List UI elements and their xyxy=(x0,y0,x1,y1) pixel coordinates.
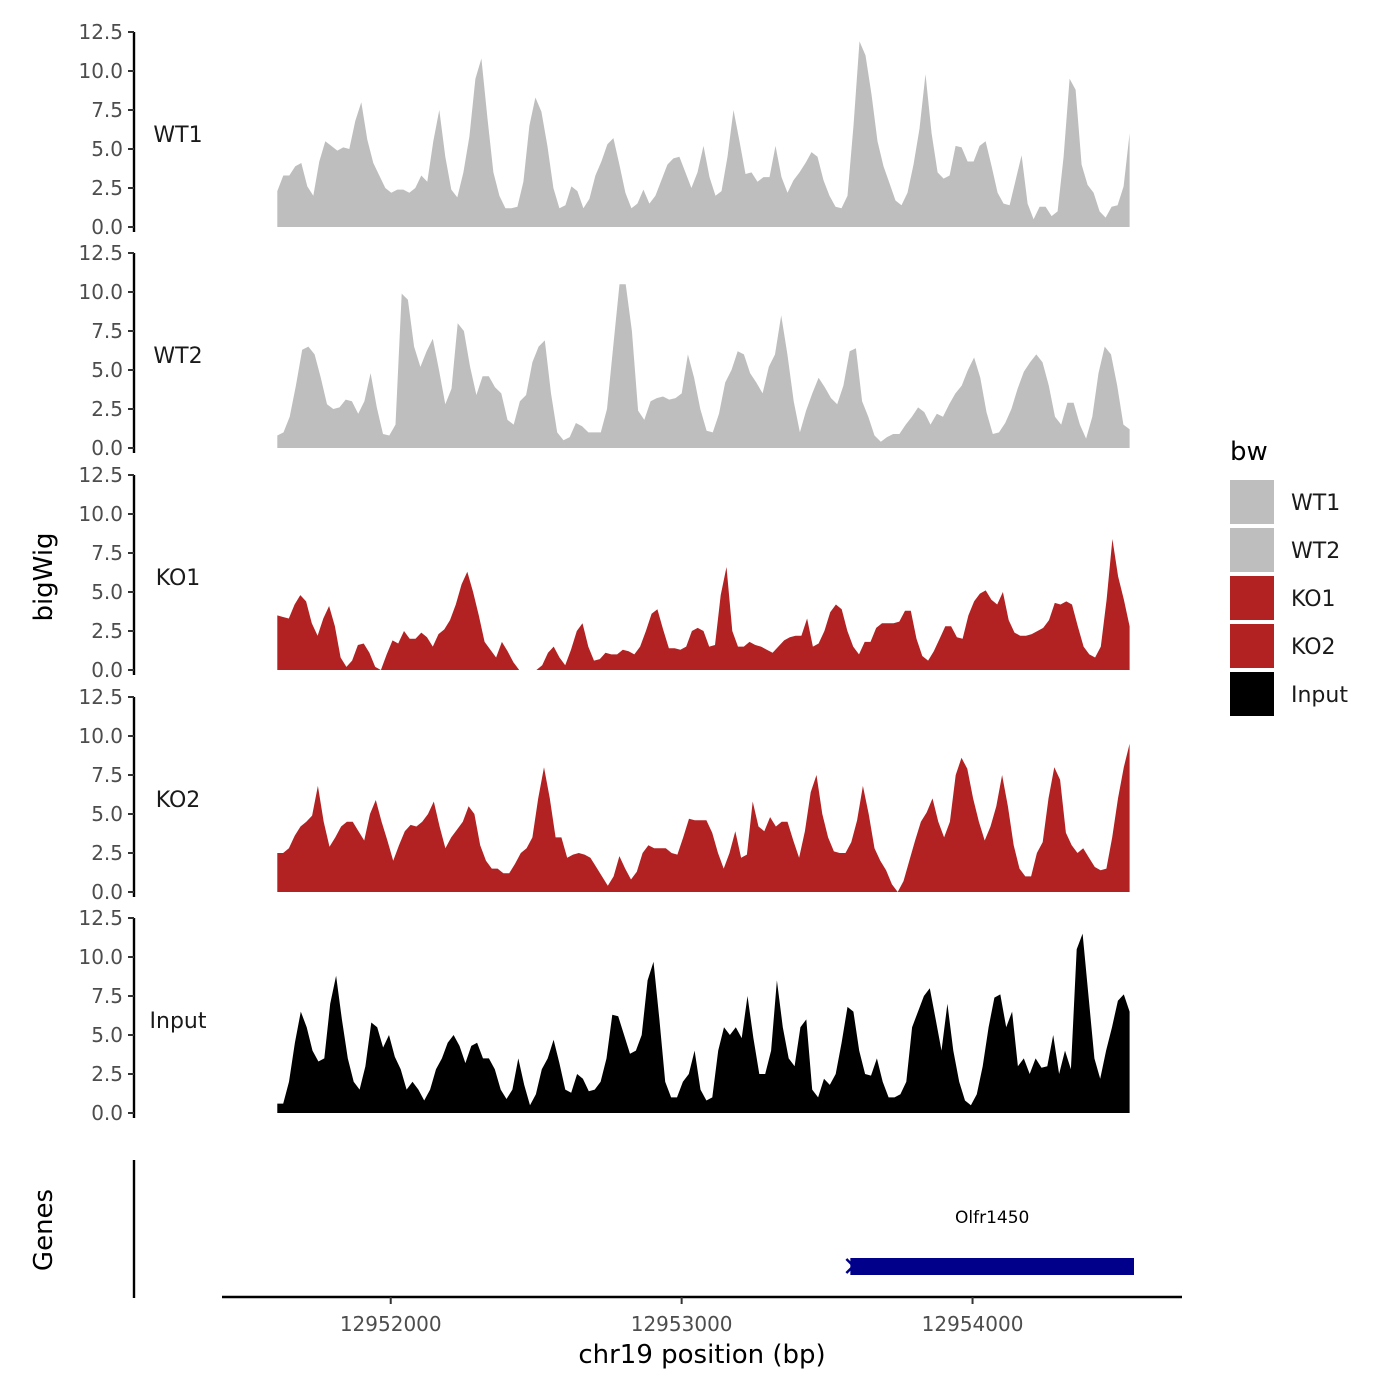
y-axis-title: bigWig xyxy=(29,532,59,621)
legend: WT1 WT2 KO1 KO2 Input xyxy=(1230,480,1348,716)
legend-title: bw xyxy=(1230,437,1268,467)
legend-swatch xyxy=(1230,624,1274,668)
y-tick-label: 5.0 xyxy=(91,580,123,604)
y-tick-label: 5.0 xyxy=(91,1023,123,1047)
y-tick-label: 5.0 xyxy=(91,358,123,382)
track-label-input: Input xyxy=(150,1009,207,1034)
y-tick-label: 5.0 xyxy=(91,802,123,826)
track-label-wt2: WT2 xyxy=(153,344,202,369)
y-tick-label: 2.5 xyxy=(91,619,123,643)
gene-label-olfr1450: Olfr1450 xyxy=(955,1208,1029,1228)
legend-label: WT2 xyxy=(1291,539,1340,564)
y-tick-label: 10.0 xyxy=(78,945,123,969)
legend-label: WT1 xyxy=(1291,491,1340,516)
legend-item-wt2: WT2 xyxy=(1230,528,1340,572)
legend-item-input: Input xyxy=(1230,672,1348,716)
track-area-ko2-0 xyxy=(277,743,1130,892)
y-tick-label: 12.5 xyxy=(78,685,123,709)
x-axis: 12952000 12953000 12954000 xyxy=(222,1295,1182,1336)
y-tick-label: 7.5 xyxy=(91,541,123,565)
track-label-wt1: WT1 xyxy=(153,123,202,148)
y-tick-label: 12.5 xyxy=(78,241,123,265)
y-tick-label: 0.0 xyxy=(91,658,123,682)
y-tick-label: 12.5 xyxy=(78,906,123,930)
track-ko2: 0.0 2.5 5.0 7.5 10.0 12.5 KO2 xyxy=(78,685,1130,904)
legend-item-ko2: KO2 xyxy=(1230,624,1336,668)
y-tick-label: 0.0 xyxy=(91,1101,123,1125)
track-input: 0.0 2.5 5.0 7.5 10.0 12.5 Input xyxy=(78,906,1130,1125)
track-area-input-0 xyxy=(277,933,1130,1113)
y-tick-label: 5.0 xyxy=(91,137,123,161)
y-tick-label: 7.5 xyxy=(91,984,123,1008)
y-tick-label: 2.5 xyxy=(91,397,123,421)
y-tick-label: 10.0 xyxy=(78,280,123,304)
track-area-ko1-1 xyxy=(536,539,1130,670)
y-tick-label: 0.0 xyxy=(91,215,123,239)
y-tick-label: 7.5 xyxy=(91,319,123,343)
legend-item-wt1: WT1 xyxy=(1230,480,1340,524)
legend-label: KO1 xyxy=(1291,587,1336,612)
track-label-ko2: KO2 xyxy=(156,788,201,813)
y-tick-label: 10.0 xyxy=(78,59,123,83)
y-tick-label: 0.0 xyxy=(91,880,123,904)
track-wt2: 0.0 2.5 5.0 7.5 10.0 12.5 WT2 xyxy=(78,241,1130,460)
legend-swatch xyxy=(1230,672,1274,716)
y-tick-label: 12.5 xyxy=(78,463,123,487)
legend-swatch xyxy=(1230,576,1274,620)
y-tick-label: 7.5 xyxy=(91,98,123,122)
x-tick-label: 12953000 xyxy=(631,1312,733,1336)
y-tick-label: 10.0 xyxy=(78,724,123,748)
gene-body-olfr1450 xyxy=(850,1258,1134,1275)
y-tick-label: 2.5 xyxy=(91,176,123,200)
legend-label: KO2 xyxy=(1291,635,1336,660)
track-area-wt2-0 xyxy=(277,284,1130,448)
legend-label: Input xyxy=(1291,683,1348,708)
y-tick-label: 0.0 xyxy=(91,436,123,460)
gene-strand-arrow xyxy=(845,1258,856,1274)
track-label-ko1: KO1 xyxy=(156,566,201,591)
track-ko1: 0.0 2.5 5.0 7.5 10.0 12.5 KO1 xyxy=(78,463,1130,682)
x-tick-label: 12954000 xyxy=(922,1312,1024,1336)
y-tick-label: 2.5 xyxy=(91,841,123,865)
y-tick-label: 10.0 xyxy=(78,502,123,526)
x-tick-label: 12952000 xyxy=(340,1312,442,1336)
genes-panel: Olfr1450 xyxy=(132,1160,1134,1298)
y-tick-label: 12.5 xyxy=(78,20,123,44)
legend-swatch xyxy=(1230,528,1274,572)
y-tick-label: 2.5 xyxy=(91,1062,123,1086)
y-tick-label: 7.5 xyxy=(91,763,123,787)
bigwig-tracks: 0.0 2.5 5.0 7.5 10.0 12.5 WT1 0.0 2.5 5.0 7.5 10.0 1… xyxy=(78,20,1130,1125)
legend-swatch xyxy=(1230,480,1274,524)
genes-axis-title: Genes xyxy=(29,1189,59,1271)
track-wt1: 0.0 2.5 5.0 7.5 10.0 12.5 WT1 xyxy=(78,20,1130,239)
track-area-wt1-0 xyxy=(277,41,1130,228)
legend-item-ko1: KO1 xyxy=(1230,576,1336,620)
x-axis-title: chr19 position (bp) xyxy=(578,1340,825,1370)
track-area-ko1-0 xyxy=(277,571,520,670)
